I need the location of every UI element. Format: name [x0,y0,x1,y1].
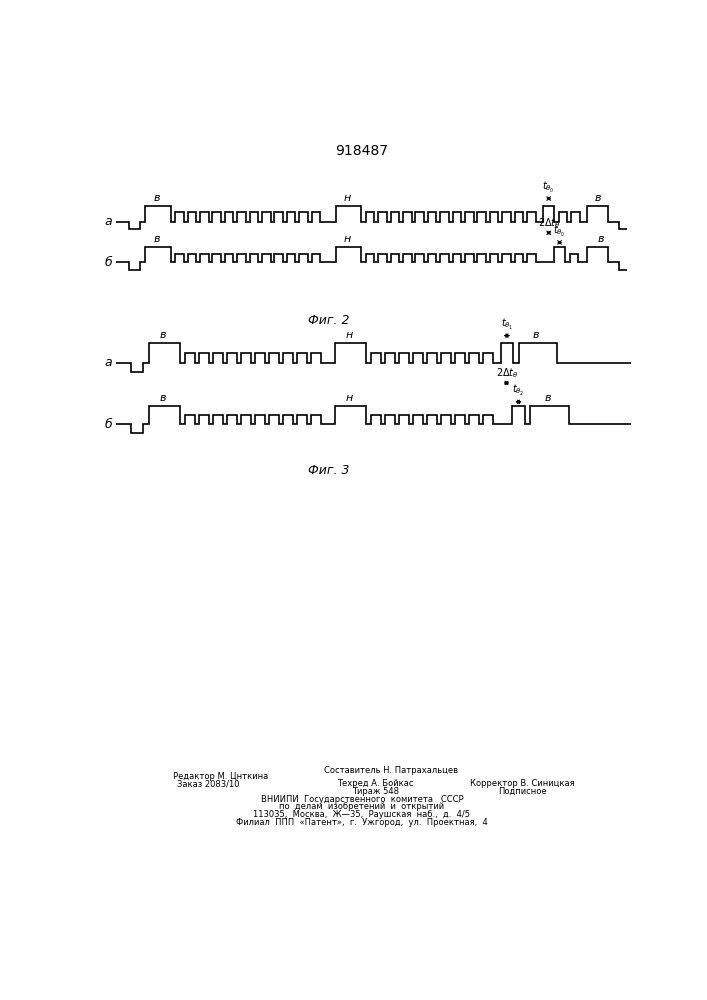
Text: Техред А. Бойкас: Техред А. Бойкас [337,779,414,788]
Text: б: б [105,418,112,431]
Text: в: в [153,234,160,244]
Text: Корректор В. Синицкая: Корректор В. Синицкая [470,779,575,788]
Text: Тираж 548: Тираж 548 [351,787,399,796]
Text: Редактор М. Цнткина: Редактор М. Цнткина [173,772,268,781]
Text: н: н [345,330,352,340]
Text: б: б [105,256,112,269]
Text: в: в [153,193,160,203]
Text: ВНИИПИ  Государственного  комитета   СССР: ВНИИПИ Государственного комитета СССР [261,795,463,804]
Text: н: н [345,393,352,403]
Text: в: в [595,193,601,203]
Text: н: н [344,193,351,203]
Text: а: а [105,215,112,228]
Text: по  делам  изобретений  и  открытий: по делам изобретений и открытий [279,802,445,811]
Text: Заказ 2083/10: Заказ 2083/10 [177,779,240,788]
Text: в: в [533,330,539,340]
Text: Подписное: Подписное [498,787,547,796]
Text: в: в [544,393,551,403]
Text: 918487: 918487 [335,144,388,158]
Text: в: в [160,330,166,340]
Text: $t_{\theta_2}$: $t_{\theta_2}$ [513,383,525,398]
Text: $t_{\theta_0}$: $t_{\theta_0}$ [554,224,566,239]
Text: н: н [344,234,351,244]
Text: $t_{\theta_0}$: $t_{\theta_0}$ [542,180,555,195]
Text: $2\Delta t_{\theta}$: $2\Delta t_{\theta}$ [496,366,519,380]
Text: а: а [105,356,112,369]
Text: $t_{\theta_1}$: $t_{\theta_1}$ [501,317,513,332]
Text: Составитель Н. Патрахальцев: Составитель Н. Патрахальцев [324,766,457,775]
Text: Фиг. 3: Фиг. 3 [308,464,349,477]
Text: 113035,  Москва,  Ж—35,  Раушская  наб.,  д.  4/5: 113035, Москва, Ж—35, Раушская наб., д. … [253,810,470,819]
Text: в: в [597,234,604,244]
Text: $2\Delta t_{\theta}$: $2\Delta t_{\theta}$ [538,216,561,230]
Text: Филиал  ППП  «Патент»,  г.  Ужгород,  ул.  Проектная,  4: Филиал ППП «Патент», г. Ужгород, ул. Про… [236,818,488,827]
Text: в: в [160,393,166,403]
Text: Фиг. 2: Фиг. 2 [308,314,349,327]
